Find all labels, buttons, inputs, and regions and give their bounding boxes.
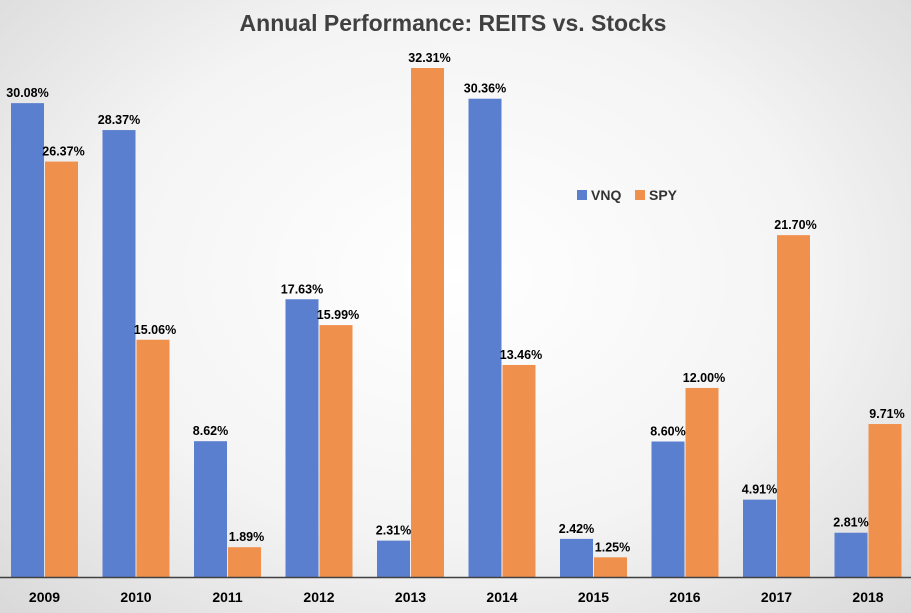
bar-vnq-2013	[377, 540, 410, 577]
data-label-spy-2015: 1.25%	[595, 540, 630, 554]
bar-spy-2017	[777, 235, 810, 577]
data-label-vnq-2014: 30.36%	[464, 82, 506, 96]
data-label-vnq-2016: 8.60%	[650, 425, 685, 439]
data-label-spy-2009: 26.37%	[42, 145, 84, 159]
legend-label-vnq: VNQ	[591, 187, 621, 203]
data-label-spy-2016: 12.00%	[683, 371, 725, 385]
bar-vnq-2011	[194, 441, 227, 577]
data-labels: 30.08% 26.37% 28.37% 15.06% 8.62% 1.89% 17.63%…	[6, 51, 904, 554]
x-axis-tick-labels: 2009 2010 2011 2012 2013 2014 2015 2016 2017 2018	[29, 589, 884, 605]
bar-spy-2009	[45, 161, 78, 577]
bar-spy-2015	[594, 557, 627, 577]
legend-item-vnq: VNQ	[577, 187, 621, 203]
x-tick-label-2018: 2018	[852, 589, 883, 605]
bars	[11, 68, 902, 577]
bar-spy-2014	[502, 364, 536, 577]
x-tick-label-2010: 2010	[120, 589, 151, 605]
x-tick-label-2017: 2017	[761, 589, 792, 605]
data-label-vnq-2013: 2.31%	[376, 524, 411, 538]
data-label-vnq-2018: 2.81%	[833, 516, 868, 530]
data-label-spy-2013: 32.31%	[408, 51, 450, 65]
bar-vnq-2016	[651, 441, 685, 577]
data-label-vnq-2009: 30.08%	[6, 86, 48, 100]
bar-spy-2012	[319, 325, 353, 577]
x-tick-label-2011: 2011	[212, 589, 243, 605]
bar-vnq-2009	[11, 103, 44, 577]
x-tick-label-2013: 2013	[395, 589, 426, 605]
data-label-vnq-2015: 2.42%	[559, 522, 594, 536]
data-label-spy-2011: 1.89%	[229, 530, 264, 544]
data-label-spy-2018: 9.71%	[869, 407, 904, 421]
data-label-spy-2017: 21.70%	[774, 218, 816, 232]
bar-vnq-2018	[834, 532, 868, 577]
data-label-vnq-2017: 4.91%	[742, 483, 777, 497]
x-tick-label-2016: 2016	[669, 589, 700, 605]
bar-vnq-2012	[285, 299, 319, 577]
bar-spy-2011	[228, 547, 261, 577]
legend-swatch-vnq	[577, 190, 587, 200]
x-tick-label-2015: 2015	[578, 589, 609, 605]
x-tick-label-2014: 2014	[486, 589, 517, 605]
chart-title: Annual Performance: REITS vs. Stocks	[240, 10, 667, 36]
data-label-spy-2014: 13.46%	[500, 348, 542, 362]
bar-vnq-2014	[468, 98, 502, 577]
legend-item-spy: SPY	[635, 187, 678, 203]
data-label-vnq-2012: 17.63%	[281, 282, 323, 296]
bar-spy-2013	[411, 68, 444, 577]
legend-swatch-spy	[635, 190, 645, 200]
bar-spy-2018	[868, 424, 902, 577]
data-label-spy-2012: 15.99%	[317, 308, 359, 322]
bar-vnq-2017	[743, 499, 776, 577]
bar-spy-2010	[136, 339, 170, 577]
bar-vnq-2015	[560, 538, 593, 577]
x-tick-label-2012: 2012	[303, 589, 334, 605]
legend-label-spy: SPY	[649, 187, 678, 203]
data-label-vnq-2011: 8.62%	[193, 424, 228, 438]
data-label-spy-2010: 15.06%	[134, 323, 176, 337]
x-tick-label-2009: 2009	[29, 589, 60, 605]
bar-vnq-2010	[102, 130, 136, 577]
data-label-vnq-2010: 28.37%	[98, 113, 140, 127]
bar-spy-2016	[685, 387, 719, 577]
legend: VNQ SPY	[577, 187, 678, 203]
